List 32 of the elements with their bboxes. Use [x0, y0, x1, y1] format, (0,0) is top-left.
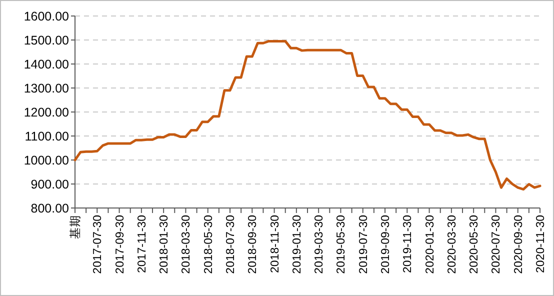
x-tick-label: 2020-11-30 — [535, 215, 548, 273]
y-tick-label: 1200.00 — [24, 105, 70, 120]
x-tick-label: 基期 — [69, 215, 82, 239]
x-tick-label: 2020-05-30 — [468, 215, 481, 274]
x-tick-label: 2020-01-30 — [424, 215, 436, 274]
x-tick-label: 2017-11-30 — [136, 215, 148, 273]
x-tick-label: 2019-05-30 — [336, 215, 348, 274]
y-tick-label: 1300.00 — [24, 81, 70, 96]
x-tick-label: 2019-03-30 — [314, 215, 326, 274]
x-tick-label: 2018-11-30 — [269, 215, 282, 273]
y-tick-label: 1400.00 — [24, 57, 70, 72]
y-tick-label: 800.00 — [30, 201, 70, 216]
x-tick-label: 2019-01-30 — [291, 215, 304, 274]
x-tick-label: 2017-09-30 — [114, 215, 126, 274]
x-tick-label: 2020-07-30 — [490, 215, 503, 274]
x-tick-label: 2017-07-30 — [92, 215, 104, 274]
x-tick-label: 2018-09-30 — [247, 215, 260, 274]
y-tick-label: 1000.00 — [24, 153, 70, 168]
x-tick-label: 2020-03-30 — [446, 215, 458, 274]
x-tick-label: 2018-03-30 — [180, 215, 193, 274]
x-tick-label: 2020-09-30 — [512, 215, 525, 274]
x-tick-label: 2018-05-30 — [202, 215, 215, 274]
y-tick-label: 900.00 — [30, 177, 70, 192]
x-tick-label: 2018-07-30 — [225, 215, 238, 274]
x-tick-label: 2018-01-30 — [158, 215, 171, 274]
y-tick-label: 1600.00 — [24, 9, 70, 24]
x-tick-label: 2019-11-30 — [402, 215, 414, 273]
x-tick-label: 2019-07-30 — [358, 215, 370, 274]
line-series — [74, 40, 542, 191]
x-tick-label: 2019-09-30 — [380, 215, 392, 274]
y-tick-label: 1500.00 — [24, 33, 70, 48]
y-tick-label: 1100.00 — [24, 129, 70, 144]
